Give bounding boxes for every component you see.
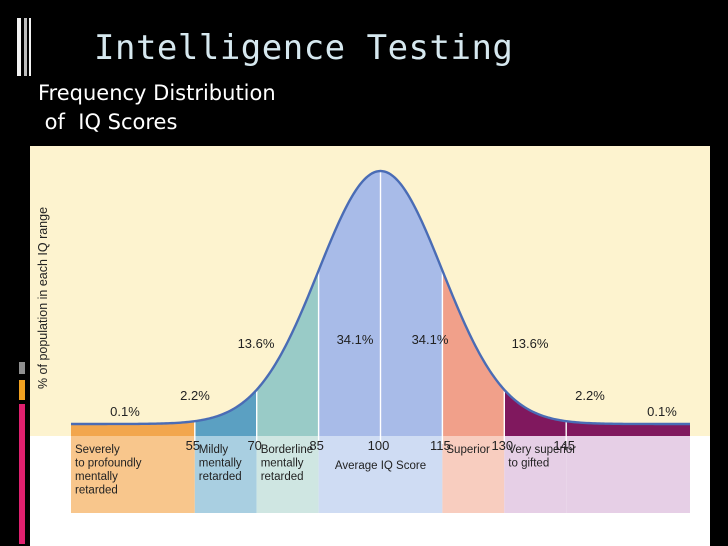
label-band-7: [566, 436, 690, 513]
center-label: Average IQ Score: [335, 460, 426, 472]
x-tick-label-1: 70: [247, 438, 261, 453]
label-band-4: [380, 436, 443, 513]
percent-label-7: 0.1%: [647, 404, 677, 419]
area-segment-4: [380, 171, 443, 436]
percent-label-1: 2.2%: [180, 388, 210, 403]
decor-bar-white-left: [17, 18, 21, 76]
y-axis-label: % of population in each IQ range: [36, 207, 50, 389]
region-label-5: Superior: [446, 444, 490, 456]
decor-bar-white-mid: [24, 18, 27, 76]
region-label-1: Mildly mentally retarded: [199, 444, 242, 483]
x-tick-label-4: 115: [430, 438, 451, 453]
label-band-5: [442, 436, 505, 513]
label-band-3: [318, 436, 381, 513]
distribution-curve: [71, 169, 690, 426]
iq-distribution-chart: 55 70 85 100 115 130 145 0.1% 2.2% 13.6% 34.1% 34.1…: [30, 146, 710, 513]
percent-label-4: 34.1%: [412, 332, 449, 347]
label-band-1: [194, 436, 257, 513]
percent-label-0: 0.1%: [110, 404, 140, 419]
decor-bar-gray: [19, 362, 25, 374]
region-label-0: Severely to profoundly mentally retarded: [75, 444, 142, 497]
percent-label-3: 34.1%: [337, 332, 374, 347]
x-tick-label-2: 85: [309, 438, 323, 453]
label-band-0: [71, 436, 195, 513]
area-segment-5: [442, 270, 505, 436]
percent-label-6: 2.2%: [575, 388, 605, 403]
decor-bar-white-right: [29, 18, 31, 76]
label-band-2: [256, 436, 319, 513]
decor-bar-pink: [19, 404, 25, 544]
region-label-6: Very superior to gifted: [508, 444, 576, 470]
chart-panel: 55 70 85 100 115 130 145 0.1% 2.2% 13.6% 34.1% 34.1…: [30, 146, 710, 546]
area-segment-2: [256, 270, 319, 436]
subtitle-line-1: Frequency Distribution: [38, 81, 276, 105]
x-tick-label-3: 100: [368, 438, 390, 453]
area-segment-3: [318, 171, 381, 436]
region-label-2: Borderline mentally retarded: [261, 444, 313, 483]
decor-bar-yellow: [19, 380, 25, 400]
x-tick-label-5: 130: [491, 438, 513, 453]
slide-title: Intelligence Testing: [94, 28, 514, 68]
x-tick-label-0: 55: [186, 438, 200, 453]
x-tick-label-6: 145: [553, 438, 575, 453]
subtitle-line-2: of IQ Scores: [38, 110, 178, 134]
percent-label-2: 13.6%: [238, 336, 275, 351]
label-band-6: [504, 436, 567, 513]
percent-label-5: 13.6%: [512, 336, 549, 351]
